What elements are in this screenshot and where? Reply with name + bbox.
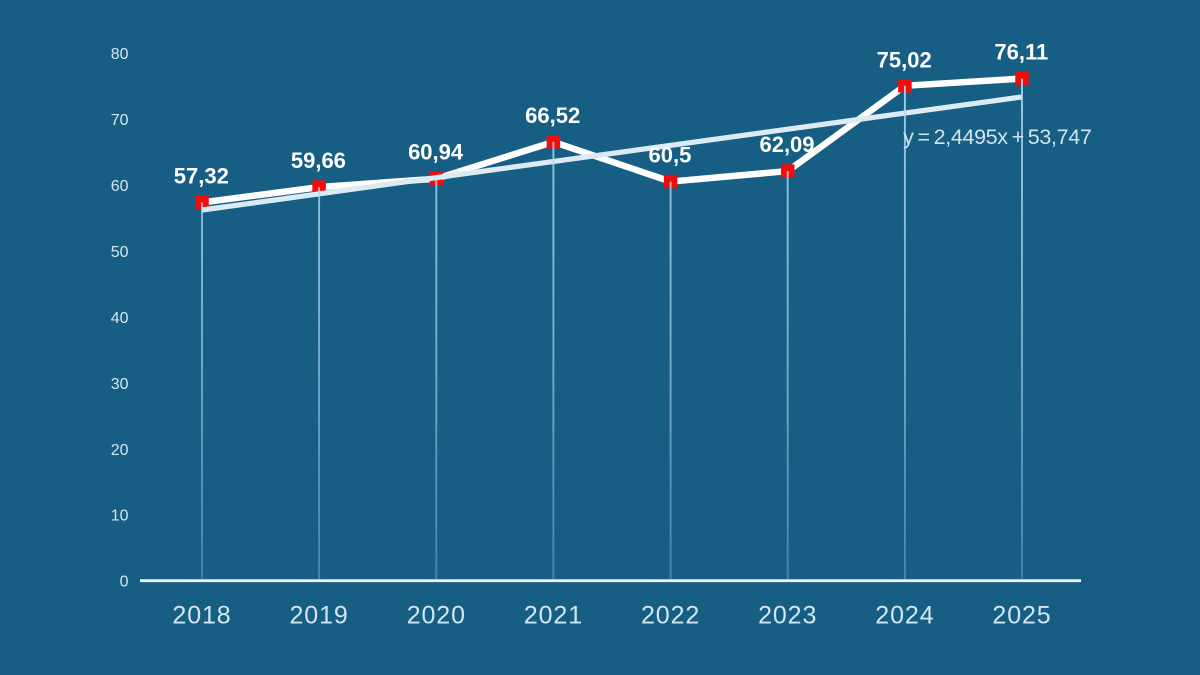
svg-text:2021: 2021 bbox=[524, 602, 583, 630]
svg-text:60,5: 60,5 bbox=[648, 143, 691, 168]
svg-text:40: 40 bbox=[111, 310, 129, 327]
svg-text:20: 20 bbox=[111, 442, 129, 459]
svg-text:66,52: 66,52 bbox=[525, 103, 580, 128]
svg-text:75,02: 75,02 bbox=[877, 47, 932, 72]
svg-text:2018: 2018 bbox=[172, 602, 231, 630]
svg-text:y = 2,4495x + 53,747: y = 2,4495x + 53,747 bbox=[903, 125, 1091, 149]
svg-text:0: 0 bbox=[120, 574, 129, 591]
svg-text:80: 80 bbox=[111, 46, 129, 63]
svg-text:60,94: 60,94 bbox=[408, 140, 464, 165]
svg-text:50: 50 bbox=[111, 244, 129, 261]
svg-text:76,11: 76,11 bbox=[994, 40, 1048, 65]
svg-text:2019: 2019 bbox=[289, 602, 348, 630]
svg-text:2022: 2022 bbox=[641, 602, 700, 630]
svg-text:70: 70 bbox=[111, 112, 129, 129]
svg-text:10: 10 bbox=[111, 508, 129, 525]
svg-text:30: 30 bbox=[111, 376, 129, 393]
svg-text:62,09: 62,09 bbox=[759, 132, 814, 157]
svg-text:2024: 2024 bbox=[875, 602, 934, 630]
svg-text:2023: 2023 bbox=[758, 602, 817, 630]
svg-text:57,32: 57,32 bbox=[174, 164, 229, 189]
svg-text:2025: 2025 bbox=[992, 602, 1051, 630]
svg-text:59,66: 59,66 bbox=[291, 148, 346, 173]
svg-text:2020: 2020 bbox=[407, 602, 466, 630]
svg-text:60: 60 bbox=[111, 178, 129, 195]
